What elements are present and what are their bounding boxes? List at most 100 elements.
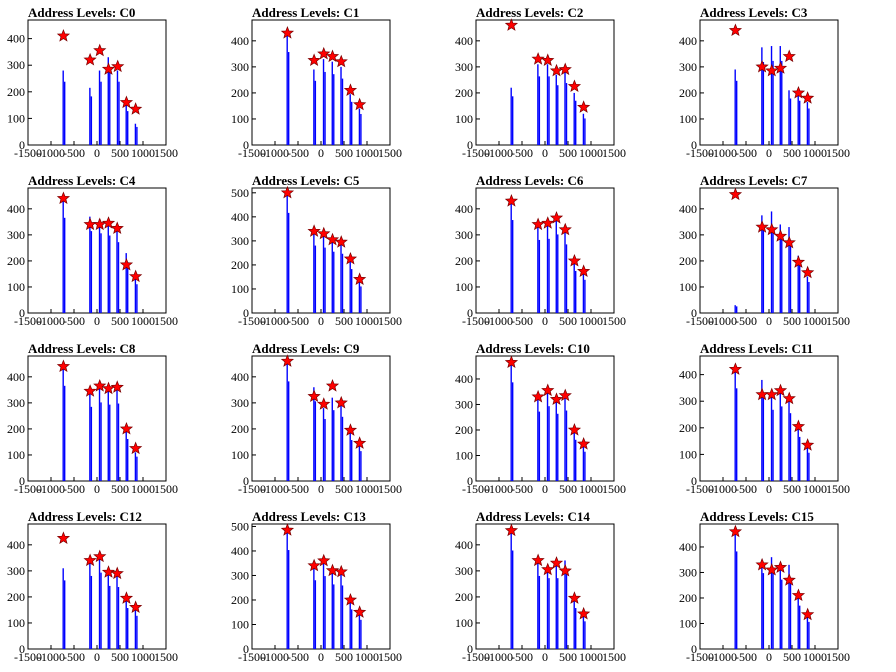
x-tick-label: 1500 [602,314,626,328]
y-tick-label: 400 [231,544,249,558]
x-tick-label: 1500 [826,146,850,160]
y-tick-label: 200 [455,590,473,604]
x-tick-label: -500 [735,314,757,328]
peak-marker [129,269,143,283]
x-tick-label: -1000 [37,146,65,160]
y-tick-label: 400 [679,540,697,554]
x-tick-label: -500 [287,146,309,160]
peak-marker [755,220,769,233]
x-tick-label: 1500 [378,146,402,160]
peak-marker [93,549,107,563]
chart-panel-10: Address Levels: C10 0 100 200 300 400 -1500-10… [455,341,626,496]
peak-marker [531,389,545,403]
x-tick-label: 1500 [378,650,402,664]
chart-panel-2: Address Levels: C2 0 100 200 300 400 -1500-100… [455,5,626,160]
y-tick-label: 100 [7,616,25,630]
peak-marker [334,54,348,68]
y-tick-label: 0 [243,474,249,488]
x-tick-label: -500 [63,146,85,160]
peak-marker [773,383,788,397]
x-tick-label: 0 [766,650,772,664]
y-tick-label: 100 [231,617,249,631]
peak-marker [56,359,71,373]
peak-marker [83,553,97,567]
x-tick-label: 1000 [131,482,155,496]
x-tick-label: 1000 [355,482,379,496]
x-tick-label: -1500 [686,314,714,328]
y-tick-label: 300 [679,228,697,242]
chart-panel-4: Address Levels: C4 0 100 200 300 400 -1500-100… [7,173,178,328]
x-tick-label: -1000 [709,314,737,328]
peak-marker [531,553,545,567]
y-tick-label: 200 [679,421,697,435]
y-tick-label: 200 [455,86,473,100]
x-tick-label: -1000 [261,482,289,496]
y-tick-label: 300 [7,564,25,578]
y-tick-label: 300 [679,394,697,408]
y-tick-label: 400 [7,538,25,552]
x-tick-label: 0 [94,146,100,160]
x-tick-label: 500 [783,650,801,664]
x-tick-label: -1000 [37,314,65,328]
y-tick-label: 400 [7,32,25,46]
peak-marker [755,557,769,571]
y-tick-label: 200 [7,85,25,99]
x-tick-label: 500 [783,482,801,496]
panel-title: Address Levels: C0 [28,5,135,20]
chart-panel-14: Address Levels: C14 0 100 200 300 400 -1500-10… [455,509,626,664]
peak-marker [119,95,134,109]
x-tick-label: 0 [766,314,772,328]
peak-marker [334,395,348,409]
x-tick-label: 500 [335,146,353,160]
peak-marker [343,83,358,96]
peak-marker [728,524,743,538]
peak-marker [353,605,367,618]
y-tick-label: 300 [679,565,697,579]
x-tick-label: 0 [318,650,324,664]
y-tick-label: 100 [231,282,249,296]
x-tick-label: 0 [542,146,548,160]
x-tick-label: -1500 [238,314,266,328]
y-tick-label: 100 [231,448,249,462]
peak-marker [280,523,295,536]
peak-marker [280,354,295,367]
x-tick-label: -500 [287,650,309,664]
y-tick-label: 0 [467,474,473,488]
peak-marker [567,79,582,93]
peak-marker [56,29,71,42]
x-tick-label: 1000 [803,650,827,664]
peak-marker [317,553,331,567]
x-tick-label: 1000 [579,146,603,160]
peak-marker [334,235,348,248]
peak-marker [353,436,367,449]
peak-marker [558,222,572,236]
y-tick-label: 300 [231,396,249,410]
x-tick-label: 1000 [579,314,603,328]
peak-marker [325,563,340,577]
peak-marker [101,62,116,75]
peak-marker [782,49,796,63]
peak-marker [307,558,321,572]
y-tick-label: 0 [19,642,25,656]
peak-marker [765,63,779,77]
y-tick-label: 200 [231,86,249,100]
peak-marker [325,49,340,63]
peak-marker [110,380,124,393]
x-tick-label: 1000 [579,650,603,664]
x-tick-label: 1000 [803,146,827,160]
x-tick-label: 0 [542,650,548,664]
y-tick-label: 400 [231,210,249,224]
peak-marker [343,593,358,606]
x-tick-label: 1500 [602,482,626,496]
y-tick-label: 100 [679,447,697,461]
x-tick-label: 1500 [602,650,626,664]
x-tick-label: 1500 [154,146,178,160]
x-tick-label: -1000 [261,314,289,328]
peak-marker [791,255,806,268]
panel-title: Address Levels: C7 [700,173,808,188]
x-tick-label: -1500 [686,650,714,664]
x-tick-label: -1000 [37,482,65,496]
panel-title: Address Levels: C3 [700,5,808,20]
y-tick-label: 100 [455,448,473,462]
y-tick-label: 200 [231,422,249,436]
